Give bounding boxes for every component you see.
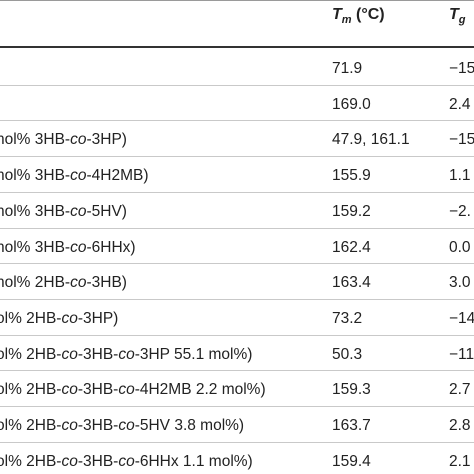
tg-cell: 2.8 xyxy=(449,417,471,434)
tg-cell: −15 xyxy=(449,60,474,77)
row-divider xyxy=(0,335,474,336)
tm-cell: 163.7 xyxy=(332,417,371,434)
tm-cell: 162.4 xyxy=(332,239,371,256)
sample-cell: nol% 3HB-co-5HV) xyxy=(0,203,127,220)
tm-cell: 155.9 xyxy=(332,167,371,184)
sample-cell: nol% 2HB-co-3HB) xyxy=(0,274,127,291)
sample-cell: ol% 2HB-co-3HB-co-3HP 55.1 mol%) xyxy=(0,346,253,363)
row-divider xyxy=(0,406,474,407)
tg-cell: 2.1 xyxy=(449,453,471,470)
tm-cell: 71.9 xyxy=(332,60,363,77)
table-top-rule xyxy=(0,0,474,1)
tg-cell: 3.0 xyxy=(449,274,471,291)
sample-cell: nol% 3HB-co-4H2MB) xyxy=(0,167,149,184)
tm-cell: 163.4 xyxy=(332,274,371,291)
sample-cell: ol% 2HB-co-3HB-co-6HHx 1.1 mol%) xyxy=(0,453,253,470)
tm-cell: 159.3 xyxy=(332,381,371,398)
tg-cell: −11 xyxy=(449,346,474,363)
sample-cell: ol% 2HB-co-3HB-co-4H2MB 2.2 mol%) xyxy=(0,381,266,398)
row-divider xyxy=(0,120,474,121)
row-divider xyxy=(0,370,474,371)
tm-cell: 159.2 xyxy=(332,203,371,220)
row-divider xyxy=(0,85,474,86)
tm-header: Tm (°C) xyxy=(332,6,385,26)
sample-cell: ol% 2HB-co-3HB-co-5HV 3.8 mol%) xyxy=(0,417,245,434)
row-divider xyxy=(0,228,474,229)
row-divider xyxy=(0,192,474,193)
tg-cell: 2.7 xyxy=(449,381,471,398)
tg-cell: 2.4 xyxy=(449,96,471,113)
tm-cell: 50.3 xyxy=(332,346,363,363)
header-rule xyxy=(0,46,474,48)
sample-cell: nol% 3HB-co-3HP) xyxy=(0,131,127,148)
tg-cell: 0.0 xyxy=(449,239,471,256)
tg-cell: −15 xyxy=(449,131,474,148)
sample-cell: nol% 3HB-co-6HHx) xyxy=(0,239,136,256)
sample-cell: ol% 2HB-co-3HP) xyxy=(0,310,119,327)
tg-cell: −14 xyxy=(449,310,474,327)
tm-cell: 169.0 xyxy=(332,96,371,113)
row-divider xyxy=(0,299,474,300)
tg-header: Tg xyxy=(449,6,466,26)
tm-cell: 159.4 xyxy=(332,453,371,470)
row-divider xyxy=(0,263,474,264)
tm-cell: 73.2 xyxy=(332,310,363,327)
tm-cell: 47.9, 161.1 xyxy=(332,131,410,148)
row-divider xyxy=(0,156,474,157)
tg-cell: 1.1 xyxy=(449,167,471,184)
tg-cell: −2. xyxy=(449,203,471,220)
row-divider xyxy=(0,442,474,443)
